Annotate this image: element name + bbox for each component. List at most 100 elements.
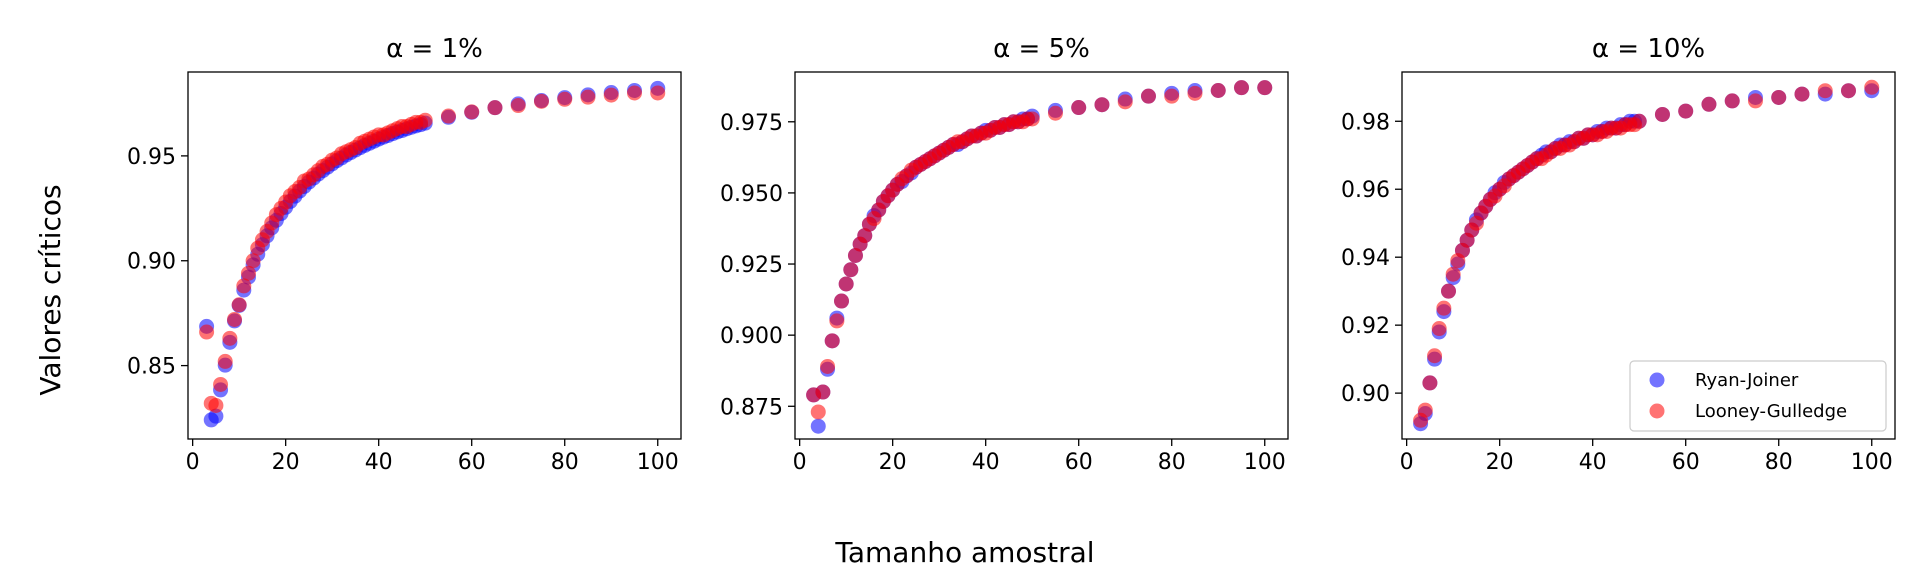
data-point (1631, 113, 1647, 129)
data-point (1164, 88, 1180, 104)
data-point (1817, 83, 1833, 99)
legend-marker (1649, 403, 1665, 419)
y-tick-label: 0.90 (127, 250, 176, 275)
panel-1: α = 1% 0 20 40 60 80 100 0.85 0.90 0.95 (127, 34, 682, 475)
data-point (533, 93, 549, 109)
data-point (464, 104, 480, 120)
data-point (510, 98, 526, 114)
x-tick-label: 0 (186, 450, 200, 475)
series-ryan-joiner (199, 80, 666, 428)
data-point (1024, 111, 1040, 127)
y-tick-label: 0.875 (720, 395, 783, 420)
panel-2: α = 5% 0 20 40 60 80 100 0.875 0.900 0.925 0.950 0.… (720, 34, 1289, 475)
data-point (1427, 348, 1443, 364)
data-point (580, 89, 596, 105)
data-point (1422, 375, 1438, 391)
data-point (208, 397, 224, 413)
data-point (834, 293, 850, 309)
axes-frame (1401, 71, 1896, 440)
data-point (1771, 89, 1787, 105)
x-tick-label: 100 (1244, 450, 1286, 475)
data-point (213, 376, 229, 392)
series-looney-gulledge (1413, 79, 1880, 428)
data-point (1257, 80, 1273, 96)
data-point (1701, 96, 1717, 112)
data-point (1417, 402, 1433, 418)
data-point (1071, 100, 1087, 116)
series-looney-gulledge (199, 85, 666, 413)
data-point (626, 85, 642, 101)
y-tick-label: 0.92 (1341, 314, 1390, 339)
data-point (838, 276, 854, 292)
data-point (1047, 105, 1063, 121)
y-tick-label: 0.98 (1341, 110, 1390, 135)
data-point (1678, 103, 1694, 119)
data-point (843, 262, 859, 278)
axes-frame (794, 71, 1289, 440)
data-point (227, 311, 243, 327)
legend: Ryan-Joiner Looney-Gulledge (1629, 360, 1887, 432)
data-point (208, 408, 224, 424)
data-point (1794, 86, 1810, 102)
x-tick-label: 60 (458, 450, 486, 475)
x-tick-label: 0 (1400, 450, 1414, 475)
x-tick-label: 40 (1579, 450, 1607, 475)
data-point (231, 297, 247, 313)
x-tick-label: 40 (365, 450, 393, 475)
data-point (487, 100, 503, 116)
panels: α = 1% 0 20 40 60 80 100 0.85 0.90 0.95 α = 5% 0 20 4… (127, 34, 1896, 475)
x-tick-label: 40 (972, 450, 1000, 475)
data-point (650, 85, 666, 101)
x-tick-label: 0 (793, 450, 807, 475)
figure-ylabel: Valores críticos (34, 184, 67, 395)
x-tick-label: 80 (1158, 450, 1186, 475)
panel-title: α = 5% (993, 34, 1090, 64)
data-point (1654, 106, 1670, 122)
y-tick-label: 0.96 (1341, 178, 1390, 203)
data-point (245, 253, 261, 269)
data-point (222, 330, 238, 346)
x-tick-label: 60 (1065, 450, 1093, 475)
data-point (824, 333, 840, 349)
figure-xlabel: Tamanho amostral (834, 536, 1094, 569)
data-point (1094, 97, 1110, 113)
data-point (1187, 85, 1203, 101)
data-point (857, 228, 873, 244)
data-point (815, 384, 831, 400)
data-point (557, 91, 573, 107)
data-point (1441, 283, 1457, 299)
y-tick-label: 0.950 (720, 182, 783, 207)
x-tick-label: 20 (272, 450, 300, 475)
data-point (236, 278, 252, 294)
y-tick-label: 0.85 (127, 355, 176, 380)
data-point (810, 404, 826, 420)
data-point (820, 358, 836, 374)
x-tick-label: 20 (1486, 450, 1514, 475)
panel-3: α = 10% 0 20 40 60 80 100 0.90 0.92 0.94 0.96 0.98 R… (1341, 34, 1896, 475)
data-point (217, 353, 233, 369)
data-point (199, 324, 215, 340)
data-point (810, 418, 826, 434)
y-tick-label: 0.95 (127, 145, 176, 170)
x-tick-label: 60 (1672, 450, 1700, 475)
data-point (1431, 321, 1447, 337)
data-point (240, 265, 256, 281)
data-point (603, 87, 619, 103)
y-tick-label: 0.925 (720, 253, 783, 278)
legend-marker (1649, 372, 1665, 388)
data-point (1864, 79, 1880, 95)
panel-title: α = 1% (386, 34, 483, 64)
y-tick-label: 0.90 (1341, 382, 1390, 407)
data-point (1117, 94, 1133, 110)
y-tick-label: 0.900 (720, 324, 783, 349)
data-point (1840, 83, 1856, 99)
x-tick-label: 80 (551, 450, 579, 475)
data-point (1724, 93, 1740, 109)
data-point (847, 248, 863, 263)
axes-frame (187, 71, 682, 440)
legend-label: Ryan-Joiner (1695, 370, 1799, 391)
x-tick-label: 100 (1851, 450, 1893, 475)
data-point (1445, 266, 1461, 282)
data-point (440, 108, 456, 124)
